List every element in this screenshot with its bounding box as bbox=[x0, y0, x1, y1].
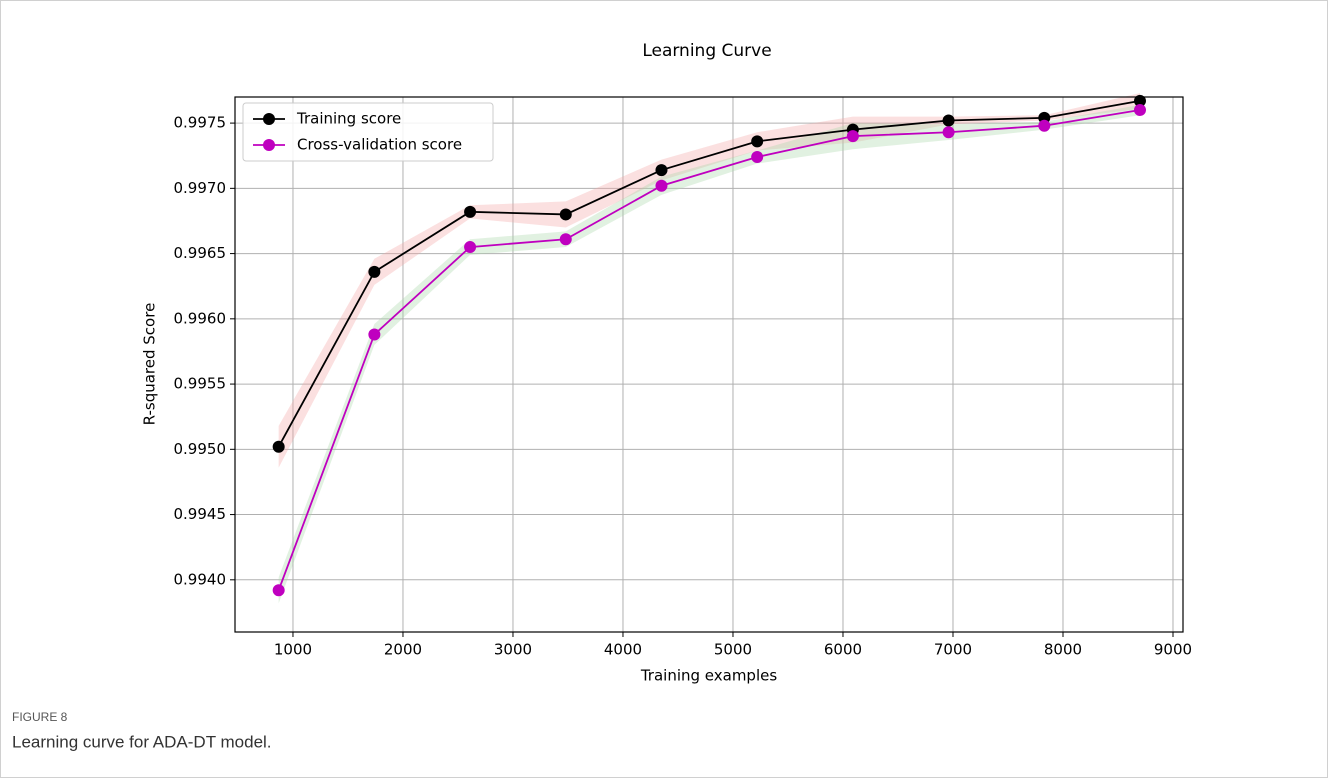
x-axis-label: Training examples bbox=[640, 667, 778, 685]
point bbox=[559, 208, 572, 221]
point bbox=[942, 126, 955, 139]
legend-box bbox=[242, 102, 494, 162]
point bbox=[272, 584, 285, 597]
x-tick-label: 6000 bbox=[824, 641, 862, 659]
point bbox=[464, 205, 477, 218]
y-tick-label: 0.9965 bbox=[174, 244, 227, 262]
point bbox=[1133, 104, 1146, 117]
y-tick-label: 0.9945 bbox=[174, 505, 227, 523]
point bbox=[846, 130, 859, 143]
x-tick-label: 8000 bbox=[1044, 641, 1082, 659]
point bbox=[559, 233, 572, 246]
y-tick-label: 0.9960 bbox=[174, 309, 227, 327]
y-tick-label: 0.9950 bbox=[174, 440, 227, 458]
y-tick-label: 0.9970 bbox=[174, 179, 227, 197]
x-tick-label: 9000 bbox=[1154, 641, 1192, 659]
line bbox=[277, 100, 1141, 448]
point bbox=[751, 151, 764, 164]
y-axis-label: R-squared Score bbox=[141, 303, 159, 426]
line bbox=[277, 109, 1141, 591]
point bbox=[655, 179, 668, 192]
x-tick-label: 3000 bbox=[494, 641, 532, 659]
x-tick-label: 7000 bbox=[934, 641, 972, 659]
caption: Learning curve for ADA-DT model. bbox=[12, 732, 272, 751]
x-tick-label: 2000 bbox=[384, 641, 422, 659]
legend-label: Training score bbox=[296, 110, 401, 128]
legend-marker bbox=[263, 113, 275, 125]
plot-frame bbox=[234, 96, 1184, 633]
legend-marker bbox=[263, 139, 275, 151]
y-tick-label: 0.9955 bbox=[174, 375, 227, 393]
x-tick-label: 1000 bbox=[274, 641, 312, 659]
y-tick-label: 0.9940 bbox=[174, 570, 227, 588]
point bbox=[942, 114, 955, 127]
point bbox=[368, 328, 381, 341]
y-tick-label: 0.9975 bbox=[174, 114, 227, 132]
x-tick-label: 5000 bbox=[714, 641, 752, 659]
point bbox=[655, 164, 668, 177]
figure-label: FIGURE 8 bbox=[12, 710, 68, 724]
std-band bbox=[278, 104, 1140, 604]
point bbox=[272, 440, 285, 453]
chart-title: Learning Curve bbox=[642, 41, 771, 61]
point bbox=[1038, 119, 1051, 132]
point bbox=[464, 241, 477, 254]
point bbox=[1133, 94, 1146, 107]
legend-label: Cross-validation score bbox=[297, 136, 462, 154]
x-tick-label: 4000 bbox=[604, 641, 642, 659]
point bbox=[368, 265, 381, 278]
point bbox=[751, 135, 764, 148]
